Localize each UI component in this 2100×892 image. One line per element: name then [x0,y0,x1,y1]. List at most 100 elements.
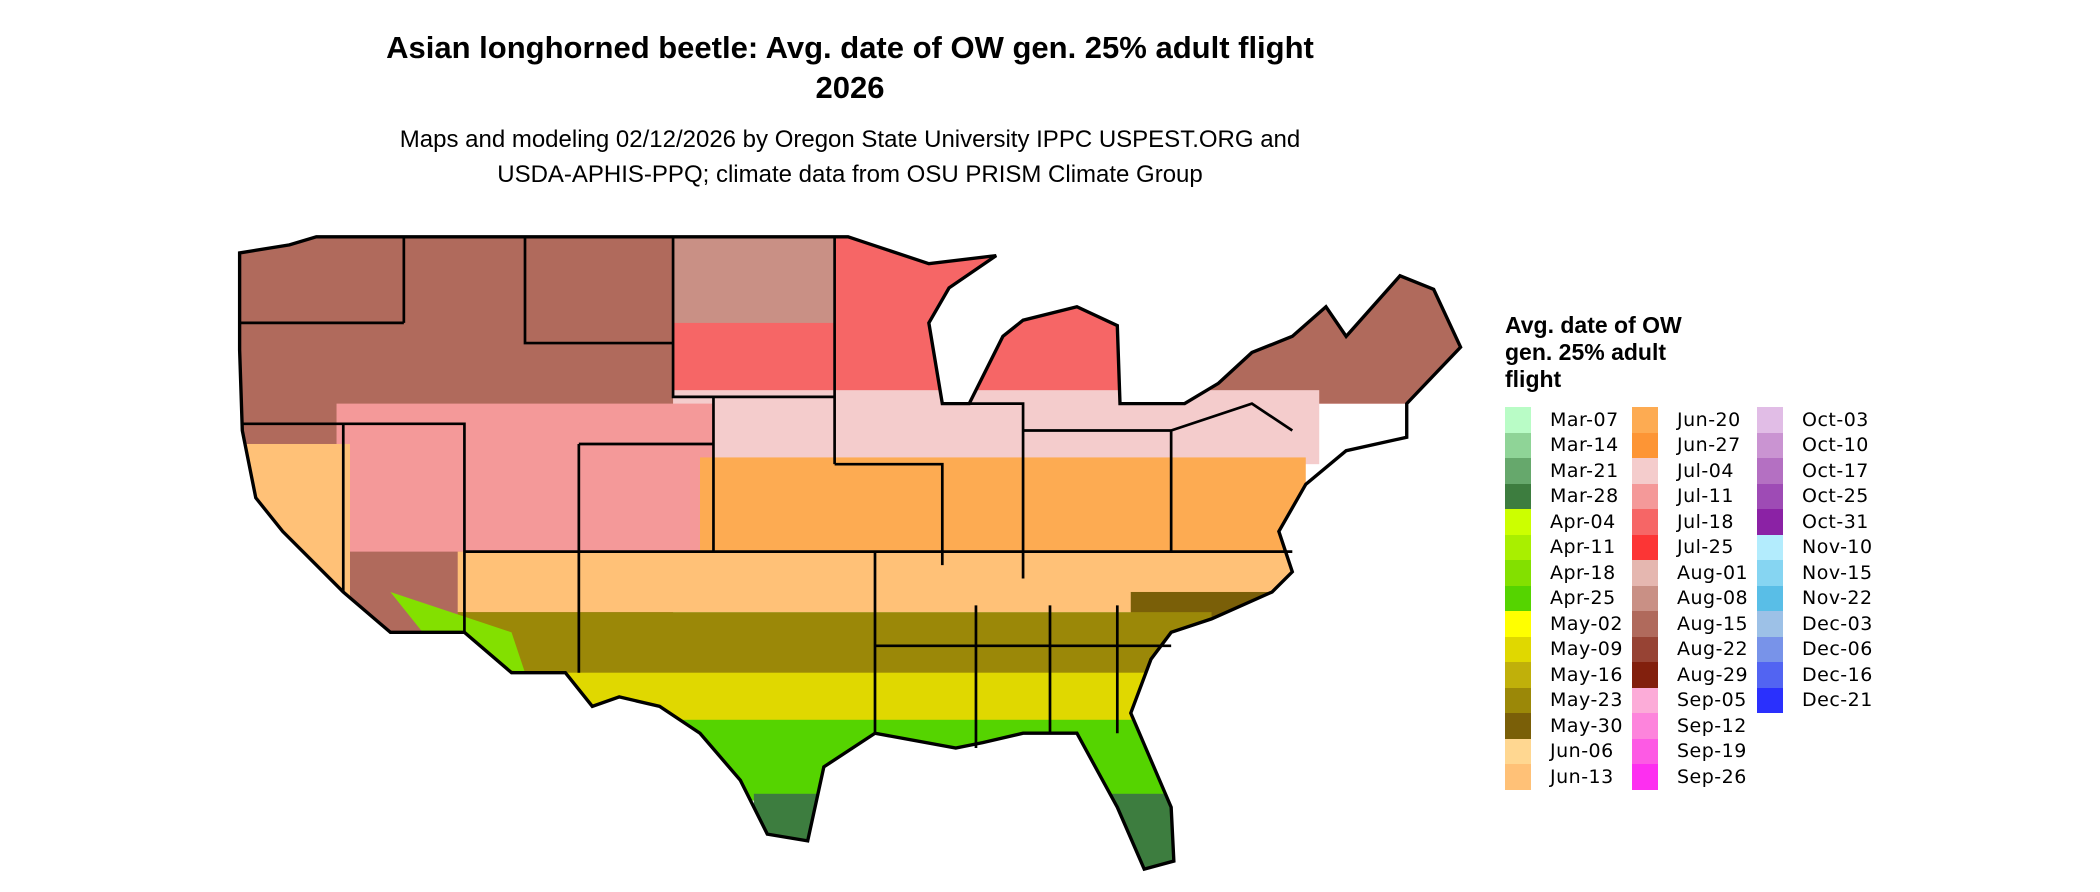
legend-label: Apr-11 [1550,536,1616,559]
legend-label: Oct-25 [1802,485,1869,508]
legend-item: Nov-15 [1757,560,1873,586]
legend-swatch [1505,662,1531,688]
legend-label: Nov-10 [1802,536,1873,559]
legend-item: Nov-22 [1757,585,1873,611]
legend-label: Oct-31 [1802,510,1869,533]
legend-label: Mar-28 [1550,485,1619,508]
state-borders [239,236,1294,749]
legend-label: Aug-15 [1677,612,1749,635]
map-subtitle-line1: Maps and modeling 02/12/2026 by Oregon S… [399,126,1301,153]
zone-plains [673,236,835,323]
legend-item: Oct-31 [1757,509,1873,535]
legend-label: Jul-11 [1677,485,1734,508]
legend-label: Nov-15 [1802,561,1873,584]
legend-item: Aug-08 [1632,585,1749,611]
legend-item: Aug-22 [1632,636,1748,662]
legend-item: Jun-06 [1505,738,1623,764]
legend-label: Nov-22 [1802,587,1873,610]
legend-label: Jun-06 [1550,740,1614,763]
legend-item: Nov-10 [1757,534,1873,560]
legend-swatch [1505,458,1531,484]
legend-swatch [1757,687,1783,713]
legend-label: Dec-21 [1802,689,1873,712]
legend-swatch [1505,738,1531,764]
legend-item: Oct-10 [1757,432,1873,458]
legend-label: Mar-14 [1550,434,1619,457]
zone-tip-green [753,793,1185,870]
legend-label: Oct-03 [1802,408,1869,431]
legend-swatch [1757,662,1783,688]
legend-label: Apr-25 [1550,587,1616,610]
legend-item: Jun-13 [1505,764,1623,790]
legend-label: Aug-08 [1677,587,1749,610]
legend-swatch [1632,738,1658,764]
map-subtitle-line2: USDA-APHIS-PPQ; climate data from OSU PR… [497,161,1203,188]
legend-label: Sep-05 [1677,689,1747,712]
legend-item: Dec-06 [1757,636,1873,662]
zone-central [700,457,1306,552]
legend-label: Apr-04 [1550,510,1616,533]
legend-item: May-30 [1505,713,1623,739]
legend-label: Sep-12 [1677,714,1747,737]
legend-item: May-02 [1505,611,1623,637]
legend-label: Oct-17 [1802,459,1869,482]
legend-item: Apr-18 [1505,560,1623,586]
legend-item: Apr-25 [1505,585,1623,611]
legend-item: Apr-04 [1505,509,1623,535]
legend-label: Jun-20 [1677,408,1741,431]
legend-item: Aug-29 [1632,662,1748,688]
legend-label: Jun-27 [1677,434,1741,457]
legend-column-3: Oct-03 Oct-10 Oct-17 Oct-25 Oct-31 Nov-10 Nov-… [1757,407,1873,713]
legend-swatch [1505,509,1531,535]
legend-swatch [1632,560,1658,586]
legend-swatch [1632,483,1658,509]
legend-title-line: flight [1505,366,1562,392]
legend-title: Avg. date of OW gen. 25% adult flight [1505,312,1745,393]
legend-item: Jun-20 [1632,407,1748,433]
legend-swatch [1632,585,1658,611]
legend-column-2: Jun-20 Jun-27 Jul-04 Jul-11 Jul-18 Jul-25 Aug-… [1632,407,1748,790]
legend-item: Sep-12 [1632,713,1748,739]
legend-swatch [1505,636,1531,662]
map-title-line1: Asian longhorned beetle: Avg. date of OW… [386,30,1314,65]
legend-swatch [1757,560,1783,586]
legend-swatch [1505,764,1531,790]
legend-item: Mar-28 [1505,483,1623,509]
legend-label: Jun-13 [1550,765,1614,788]
legend-label: Sep-19 [1677,740,1747,763]
legend-swatch [1757,534,1783,560]
legend-label: Dec-16 [1802,663,1873,686]
legend-item: Aug-15 [1632,611,1748,637]
legend-label: Sep-26 [1677,765,1747,788]
legend-label: Aug-29 [1677,663,1749,686]
legend-item: Oct-03 [1757,407,1873,433]
legend-swatch [1632,636,1658,662]
legend-swatch [1632,432,1658,458]
legend-label: Aug-01 [1677,561,1749,584]
legend-swatch [1505,713,1531,739]
legend-label: Dec-06 [1802,638,1873,661]
legend-item: Mar-21 [1505,458,1623,484]
legend-item: May-16 [1505,662,1623,688]
legend-swatch [1632,509,1658,535]
legend-item: Dec-16 [1757,662,1873,688]
legend-item: Jul-11 [1632,483,1748,509]
legend-label: May-02 [1550,612,1623,635]
zone-southwest-red [336,403,714,552]
legend-item: Dec-21 [1757,687,1873,713]
legend-swatch [1632,764,1658,790]
legend-swatch [1505,687,1531,713]
legend-swatch [1757,483,1783,509]
legend-swatch [1757,611,1783,637]
legend-swatch [1505,407,1531,433]
legend-item: May-23 [1505,687,1623,713]
legend-label: May-23 [1550,689,1623,712]
legend-swatch [1505,432,1531,458]
legend-label: Mar-21 [1550,459,1619,482]
legend-label: Apr-18 [1550,561,1616,584]
legend-label: Mar-07 [1550,408,1619,431]
legend-item: Mar-14 [1505,432,1623,458]
legend-swatch [1505,534,1531,560]
legend-label: May-09 [1550,638,1623,661]
legend-swatch [1632,534,1658,560]
